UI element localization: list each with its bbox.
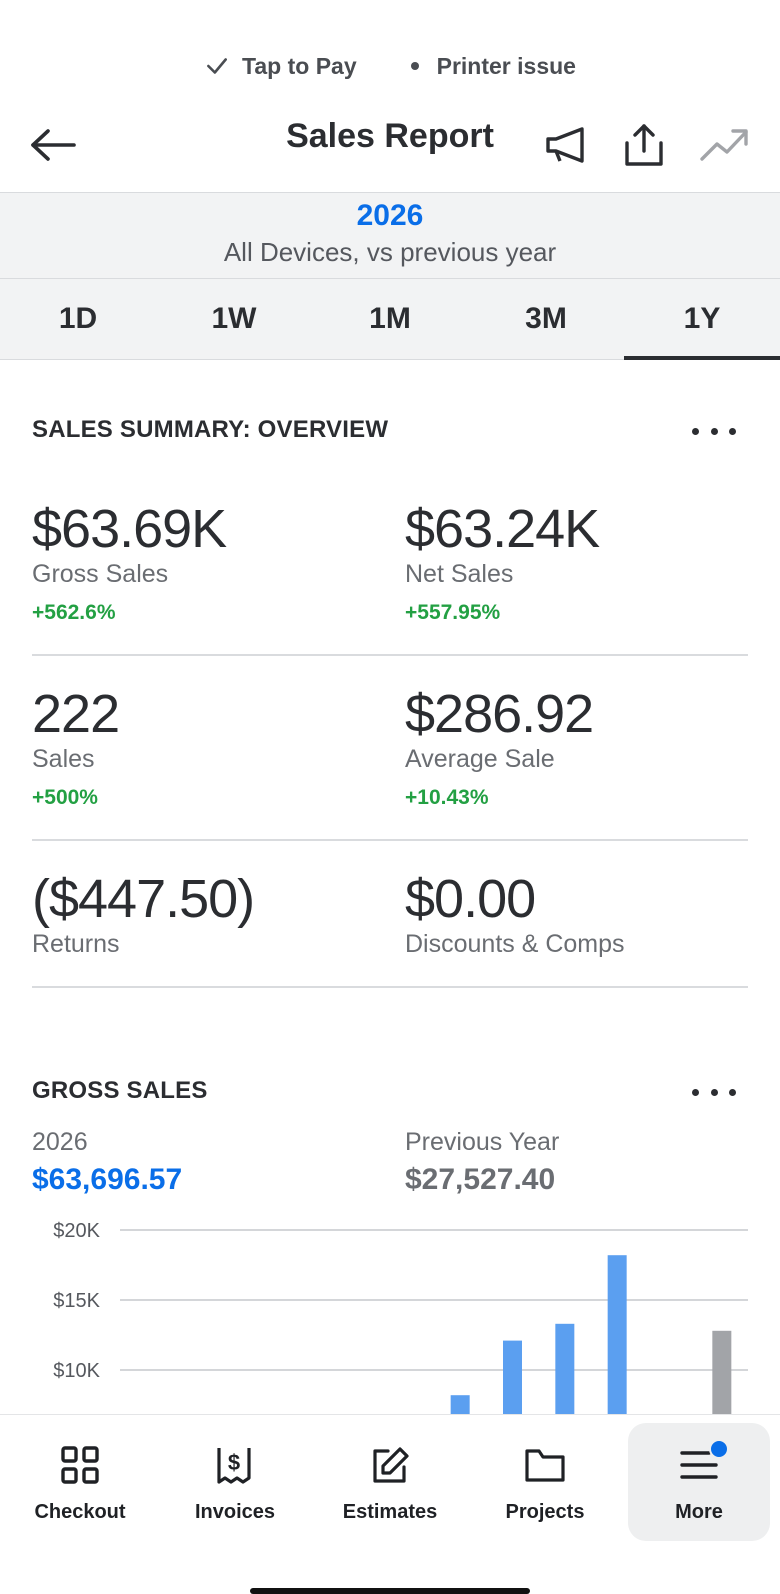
chart-bar[interactable] [503,1340,522,1414]
menu-icon [677,1439,729,1487]
metric-change: +10.43% [405,786,489,809]
nav-label: More [675,1501,723,1523]
current-year-label: 2026 [32,1128,88,1156]
divider [32,839,748,841]
metric-change: +562.6% [32,601,116,624]
nav-label: Checkout [34,1501,126,1523]
metric-label: Sales [32,745,95,773]
tab-1m[interactable]: 1M [369,302,411,335]
invoice-icon: $ [213,1443,257,1487]
chart-bar[interactable] [555,1323,575,1414]
tab-1y[interactable]: 1Y [624,279,780,360]
summary-more-button[interactable] [692,416,736,446]
dot-icon [729,1088,736,1096]
home-indicator [250,1588,530,1594]
nav-more[interactable]: More [628,1423,770,1541]
check-icon [207,58,227,74]
nav-projects[interactable]: Projects [474,1423,616,1541]
tab-1d[interactable]: 1D [58,302,98,335]
discounts-metric[interactable]: $0.00 Discounts & Comps [405,870,625,959]
divider [32,986,748,988]
arrow-left-icon [31,129,76,161]
metric-value: 222 [32,684,120,744]
period-subtitle: All Devices, vs previous year [223,237,557,267]
nav-checkout[interactable]: Checkout [9,1423,151,1541]
net-sales-metric[interactable]: $63.24K Net Sales +557.95% [405,499,600,625]
grid-icon [58,1443,102,1487]
dot-icon [692,1088,699,1096]
header: Sales Report [0,105,780,185]
y-tick-label: $20K [53,1220,100,1242]
chart-bar[interactable] [607,1255,627,1414]
nav-label: Estimates [342,1501,438,1523]
dot-icon [692,427,699,435]
trend-button[interactable] [698,119,750,171]
previous-year-total: Previous Year $27,527.40 [405,1128,559,1197]
share-icon [625,124,663,166]
gross-sales-metric[interactable]: $63.69K Gross Sales +562.6% [32,499,227,625]
dot-icon [710,427,718,435]
estimate-icon [368,1443,412,1487]
gross-sales-title: GROSS SALES [32,1077,208,1104]
megaphone-icon [546,127,584,163]
gross-sales-chart[interactable]: $20K $15K $10K [0,1210,780,1414]
metric-value: $63.69K [32,499,227,559]
metric-label: Gross Sales [32,560,169,588]
status-row: Tap to Pay Printer issue [0,46,780,86]
nav-invoices[interactable]: $ Invoices [164,1423,306,1541]
chart-bar[interactable] [712,1330,732,1414]
metric-change: +557.95% [405,601,501,624]
y-tick-label: $15K [53,1290,100,1312]
metric-value: $286.92 [405,684,594,744]
dot-icon [729,427,736,435]
metric-value: ($447.50) [32,869,255,929]
y-tick-label: $10K [53,1360,100,1382]
nav-estimates[interactable]: Estimates [319,1423,461,1541]
nav-label: Projects [505,1501,585,1523]
trend-up-icon [700,129,748,161]
printer-issue-status[interactable]: Printer issue [410,52,576,80]
previous-year-amount: $27,527.40 [405,1163,556,1196]
metric-label: Average Sale [405,745,555,773]
announcement-button[interactable] [540,119,592,171]
metric-label: Returns [32,930,120,958]
metric-value: $63.24K [405,499,600,559]
metric-value: $0.00 [405,869,536,929]
returns-metric[interactable]: ($447.50) Returns [32,869,255,959]
back-button[interactable] [28,123,78,167]
summary-title: SALES SUMMARY: OVERVIEW [32,416,389,443]
tab-1w[interactable]: 1W [211,302,257,335]
metric-label: Discounts & Comps [405,930,625,958]
divider [32,654,748,656]
period-year: 2026 [356,199,424,232]
svg-text:$: $ [228,1450,240,1475]
period-selector[interactable]: 2026 All Devices, vs previous year [0,192,780,278]
notification-badge [709,1439,729,1459]
previous-year-label: Previous Year [405,1128,560,1156]
sales-count-metric[interactable]: 222 Sales +500% [32,684,120,810]
chart-bar[interactable] [450,1395,470,1414]
gross-sales-more-button[interactable] [692,1077,736,1107]
share-button[interactable] [618,119,670,171]
tap-to-pay-status[interactable]: Tap to Pay [204,53,357,80]
printer-issue-label: Printer issue [436,52,576,79]
dot-icon [410,62,419,70]
current-year-amount: $63,696.57 [32,1163,183,1196]
tab-3m[interactable]: 3M [525,302,567,335]
dot-icon [710,1088,718,1096]
metric-change: +500% [32,786,98,809]
folder-icon [523,1443,567,1487]
current-year-total: 2026 $63,696.57 [32,1128,182,1197]
metric-label: Net Sales [405,560,514,588]
nav-label: Invoices [194,1501,276,1523]
range-tabs: 1D 1W 1M 3M 1Y [0,278,780,360]
bottom-nav: Checkout $ Invoices Estimates Projects M… [0,1414,780,1594]
tap-to-pay-label: Tap to Pay [242,52,357,79]
average-sale-metric[interactable]: $286.92 Average Sale +10.43% [405,684,594,810]
